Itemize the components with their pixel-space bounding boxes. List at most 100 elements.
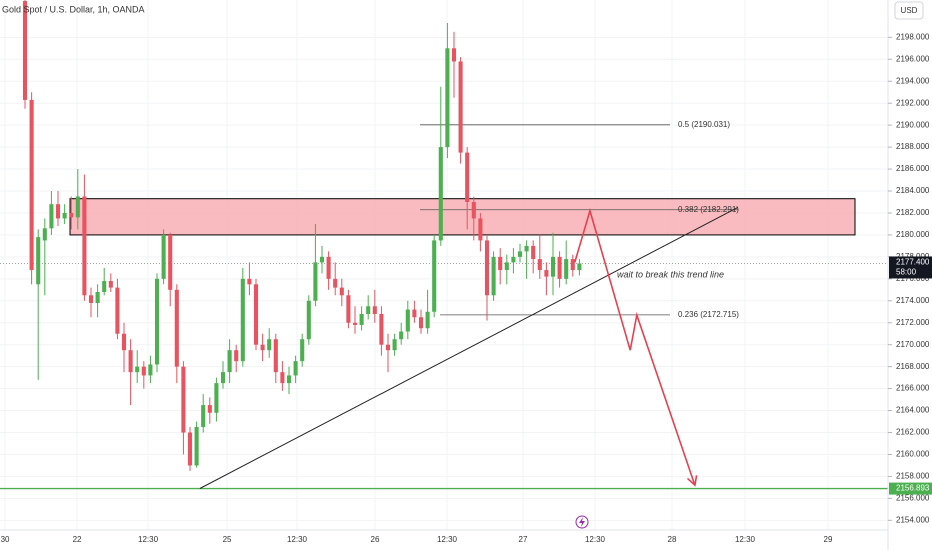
candle-body bbox=[168, 234, 173, 290]
fib-label: 0.5 (2190.031) bbox=[678, 120, 730, 129]
x-tick-label: 12:30 bbox=[437, 535, 458, 544]
candle-body bbox=[352, 322, 358, 325]
candle-body bbox=[537, 259, 542, 271]
candle-body bbox=[313, 262, 318, 301]
y-tick-label: 2182.000 bbox=[896, 208, 930, 217]
last-price-badge bbox=[889, 256, 932, 279]
plot-area: 0.5 (2190.031) 0.382 (2182.291) 0.236 (217… bbox=[0, 0, 888, 530]
candle-body bbox=[247, 278, 252, 285]
y-tick-label: 2156.000 bbox=[896, 493, 930, 502]
candle-body bbox=[418, 317, 424, 329]
candle-body bbox=[115, 287, 120, 334]
x-tick-label: 22 bbox=[73, 535, 82, 544]
candle-body bbox=[504, 262, 509, 271]
y-tick-label: 2188.000 bbox=[896, 142, 930, 151]
chart-title: Gold Spot / U.S. Dollar, 1h, OANDA bbox=[2, 4, 145, 14]
candle-body bbox=[564, 259, 569, 279]
candle-body bbox=[399, 331, 404, 340]
candle-body bbox=[62, 212, 67, 219]
candle-body bbox=[108, 281, 113, 288]
candle-body bbox=[372, 306, 377, 314]
y-tick-label: 2172.000 bbox=[896, 318, 930, 327]
candle-body bbox=[458, 61, 463, 153]
candle-body bbox=[412, 309, 417, 318]
y-tick-label: 2166.000 bbox=[896, 384, 930, 393]
x-tick-label: 25 bbox=[223, 535, 232, 544]
y-tick-label: 2174.000 bbox=[896, 296, 930, 305]
y-tick-label: 2192.000 bbox=[896, 98, 930, 107]
x-tick-label: 29 bbox=[824, 535, 833, 544]
candle-body bbox=[425, 311, 430, 329]
candle-body bbox=[220, 372, 226, 384]
candle-body bbox=[300, 339, 305, 362]
y-tick-label: 2186.000 bbox=[896, 164, 930, 173]
candle-body bbox=[128, 350, 133, 373]
candle-body bbox=[194, 427, 199, 466]
candle-body bbox=[95, 292, 100, 303]
x-tick-label: 26 bbox=[371, 535, 380, 544]
y-tick-label: 2194.000 bbox=[896, 76, 930, 85]
candle-body bbox=[82, 196, 87, 296]
y-tick-label: 2170.000 bbox=[896, 340, 930, 349]
x-tick-label: 12:30 bbox=[585, 535, 606, 544]
y-tick-label: 2196.000 bbox=[896, 54, 930, 63]
candle-body bbox=[405, 309, 410, 332]
candle-body bbox=[227, 350, 232, 373]
projection-arrowhead bbox=[686, 475, 698, 487]
currency-box[interactable] bbox=[894, 1, 924, 20]
candle-body bbox=[451, 48, 457, 62]
candle-body bbox=[379, 313, 384, 345]
candle-body bbox=[69, 212, 74, 218]
candle-body bbox=[557, 256, 562, 279]
candle-body bbox=[55, 204, 61, 219]
candle-body bbox=[471, 201, 476, 219]
candle-body bbox=[42, 228, 47, 241]
annotation: wait to break this trend line bbox=[617, 269, 724, 279]
candle-body bbox=[187, 432, 193, 466]
candle-body bbox=[240, 278, 245, 362]
y-tick-label: 2168.000 bbox=[896, 362, 930, 371]
candle-body bbox=[491, 256, 496, 296]
candle-body bbox=[49, 204, 54, 229]
x-tick-label: 27 bbox=[519, 535, 528, 544]
candle-body bbox=[484, 240, 490, 296]
candle-body bbox=[385, 344, 391, 351]
candle-body bbox=[577, 263, 582, 271]
candle-body bbox=[339, 287, 344, 296]
candle-body bbox=[260, 344, 265, 351]
candle-body bbox=[181, 366, 186, 433]
candle-body bbox=[359, 313, 364, 325]
candle-body bbox=[544, 270, 549, 277]
support-label: 2156.893 bbox=[896, 484, 930, 493]
candle-body bbox=[273, 339, 278, 373]
candle-body bbox=[141, 366, 146, 376]
x-tick-label: 12:30 bbox=[138, 535, 159, 544]
candle-body bbox=[214, 383, 219, 413]
candle-body bbox=[234, 350, 239, 362]
candle-body bbox=[511, 256, 516, 263]
candle-body bbox=[267, 339, 272, 351]
candle-body bbox=[22, 1, 28, 100]
candle-body bbox=[174, 289, 179, 367]
y-tick-label: 2180.000 bbox=[896, 230, 930, 239]
x-tick-label: 12:30 bbox=[735, 535, 756, 544]
candle-body bbox=[121, 333, 127, 351]
y-tick-label: 2162.000 bbox=[896, 428, 930, 437]
candle-body bbox=[326, 256, 331, 279]
candle-body bbox=[135, 366, 140, 373]
y-tick-label: 2184.000 bbox=[896, 186, 930, 195]
currency-label[interactable]: USD bbox=[901, 6, 918, 15]
candle-body bbox=[286, 375, 292, 384]
y-tick-label: 2154.000 bbox=[896, 515, 930, 524]
candle-body bbox=[392, 339, 397, 351]
x-tick-label: 12:30 bbox=[287, 535, 308, 544]
candle-body bbox=[498, 256, 503, 271]
candle-body bbox=[570, 259, 575, 271]
candle-body bbox=[531, 245, 536, 260]
candle-body bbox=[36, 237, 41, 285]
supply-zone bbox=[69, 198, 856, 236]
y-tick-label: 2164.000 bbox=[896, 406, 930, 415]
y-tick-label: 2160.000 bbox=[896, 450, 930, 459]
y-tick-label: 2198.000 bbox=[896, 32, 930, 41]
candle-body bbox=[75, 196, 80, 218]
